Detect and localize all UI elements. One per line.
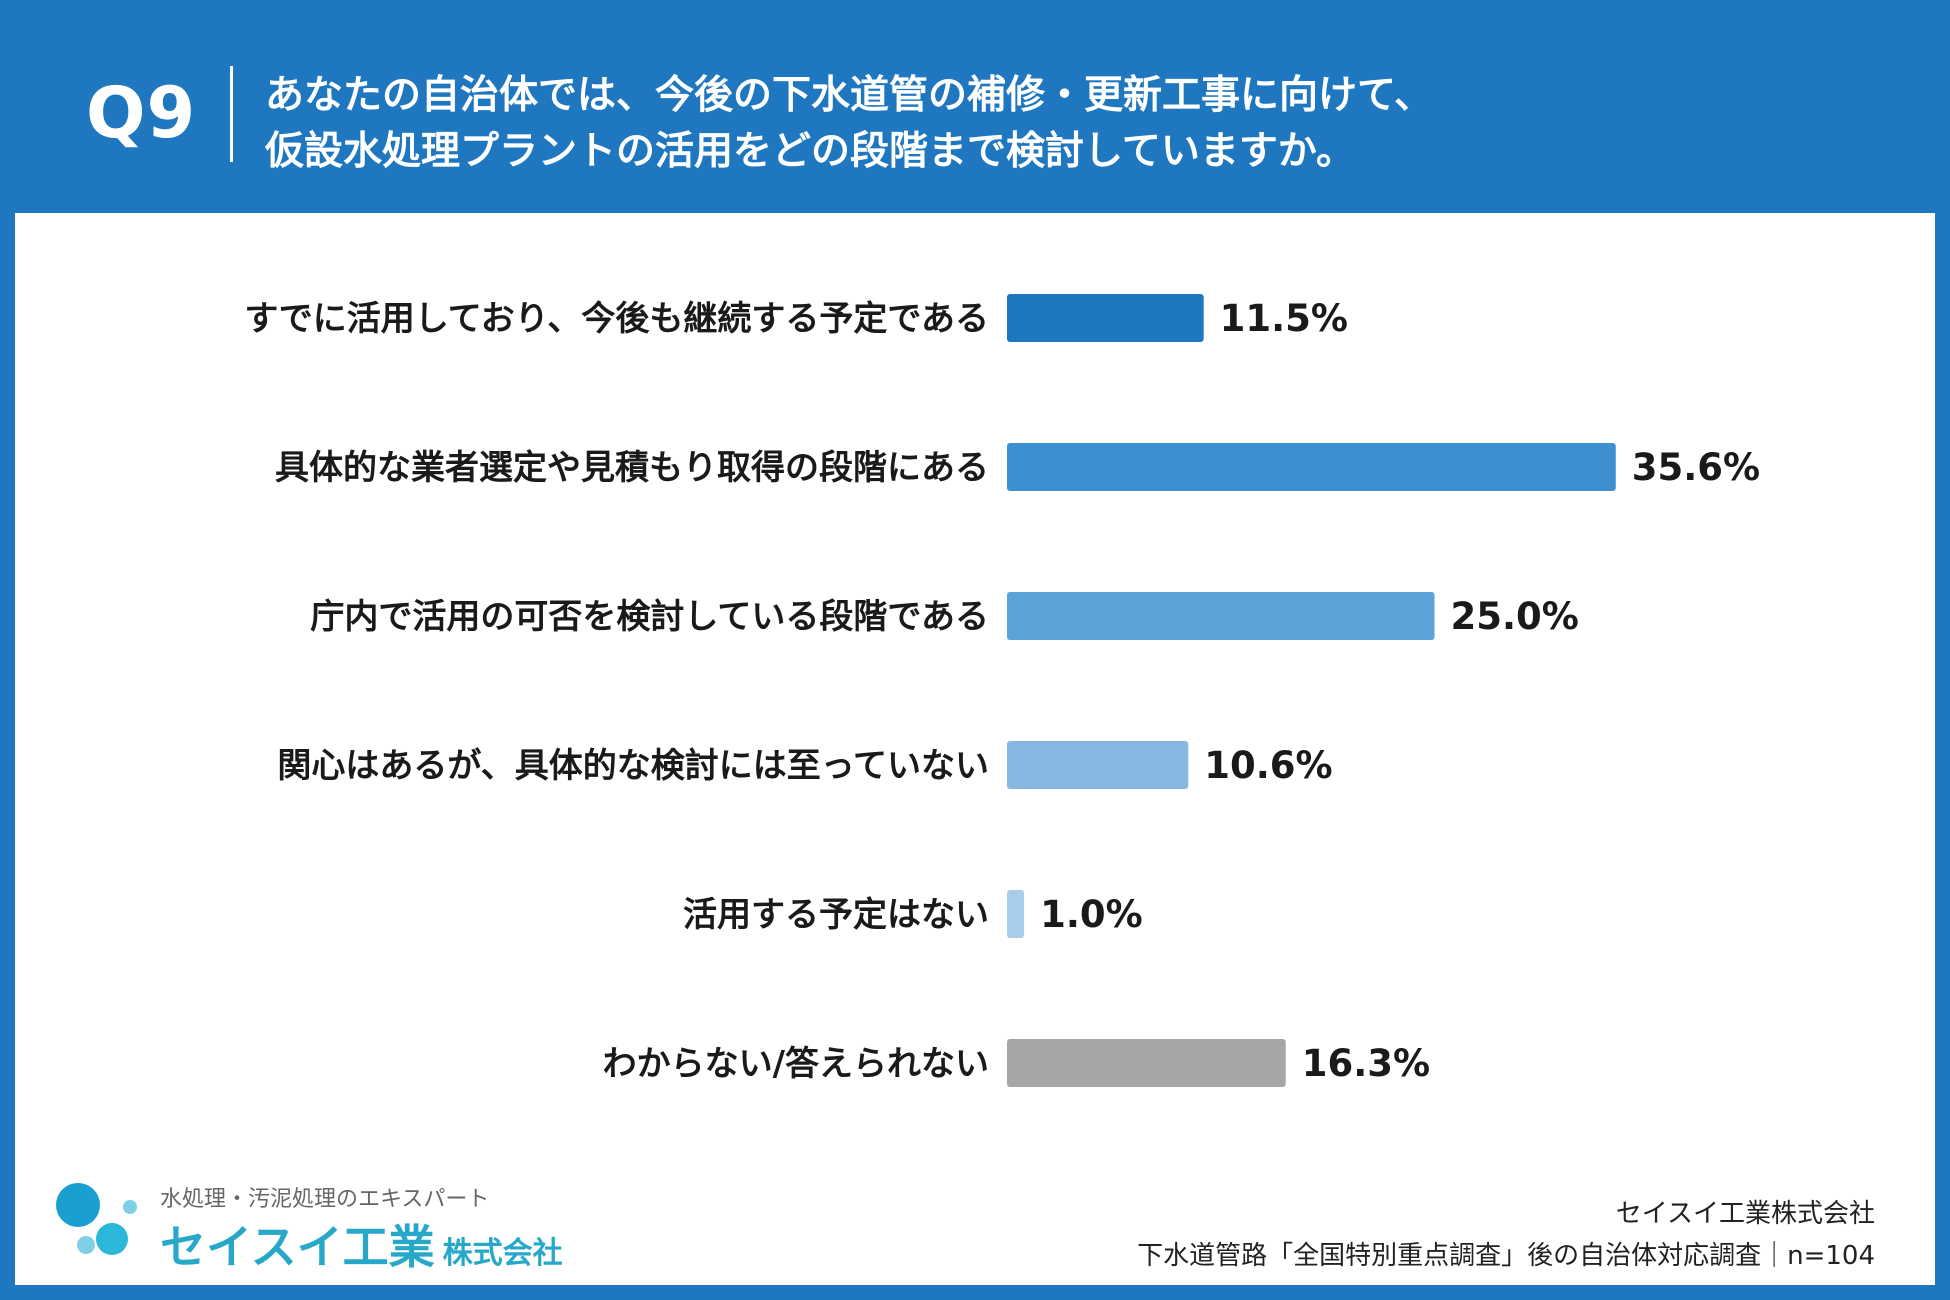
category-label: すでに活用しており、今後も継続する予定である bbox=[244, 299, 989, 339]
question-title-line2: 仮設水処理プラントの活用をどの段階まで検討していますか。 bbox=[265, 129, 1356, 174]
question-number: Q9 bbox=[86, 72, 197, 154]
company-logo: 水処理・汚泥処理のエキスパート セイスイ工業 株式会社 bbox=[50, 1173, 650, 1274]
category-label: 関心はあるが、具体的な検討には至っていない bbox=[277, 746, 989, 786]
category-label: わからない/答えられない bbox=[603, 1044, 989, 1084]
value-label: 10.6% bbox=[1204, 744, 1332, 787]
question-title-line1: あなたの自治体では、今後の下水道管の補修・更新工事に向けて、 bbox=[265, 73, 1434, 118]
value-label: 1.0% bbox=[1040, 893, 1143, 936]
bar bbox=[1007, 741, 1189, 789]
logo-name-text: セイスイ工業 bbox=[160, 1220, 435, 1274]
chart-panel: すでに活用しており、今後も継続する予定である 11.5% 具体的な業者選定や見積もり… bbox=[15, 213, 1935, 1285]
bar bbox=[1007, 890, 1025, 938]
category-label: 具体的な業者選定や見積もり取得の段階にある bbox=[275, 448, 989, 488]
logo-bubbles-icon bbox=[56, 1183, 137, 1255]
value-label: 25.0% bbox=[1451, 595, 1579, 638]
category-label: 庁内で活用の可否を検討している段階である bbox=[310, 597, 989, 637]
value-label: 11.5% bbox=[1220, 297, 1348, 340]
header-banner: Q9 あなたの自治体では、今後の下水道管の補修・更新工事に向けて、 仮設水処理プ… bbox=[0, 0, 1950, 210]
bar bbox=[1007, 443, 1616, 491]
question-title: あなたの自治体では、今後の下水道管の補修・更新工事に向けて、 仮設水処理プラント… bbox=[265, 68, 1433, 180]
bar bbox=[1007, 294, 1204, 342]
source-company: セイスイ工業株式会社 bbox=[1615, 1199, 1875, 1229]
source-note: セイスイ工業株式会社 下水道管路「全国特別重点調査」後の自治体対応調査｜n=10… bbox=[1137, 1193, 1875, 1277]
logo-name: セイスイ工業 株式会社 bbox=[160, 1211, 563, 1277]
value-label: 35.6% bbox=[1632, 446, 1760, 489]
bar bbox=[1007, 1039, 1286, 1087]
header-divider bbox=[230, 66, 233, 162]
source-survey: 下水道管路「全国特別重点調査」後の自治体対応調査｜n=104 bbox=[1137, 1241, 1875, 1271]
value-label: 16.3% bbox=[1302, 1042, 1430, 1085]
category-label: 活用する予定はない bbox=[683, 895, 989, 935]
logo-suffix: 株式会社 bbox=[442, 1236, 563, 1271]
bar bbox=[1007, 592, 1435, 640]
bar-chart: すでに活用しており、今後も継続する予定である 11.5% 具体的な業者選定や見積もり… bbox=[244, 294, 1760, 1087]
logo-tagline: 水処理・汚泥処理のエキスパート bbox=[160, 1187, 490, 1212]
